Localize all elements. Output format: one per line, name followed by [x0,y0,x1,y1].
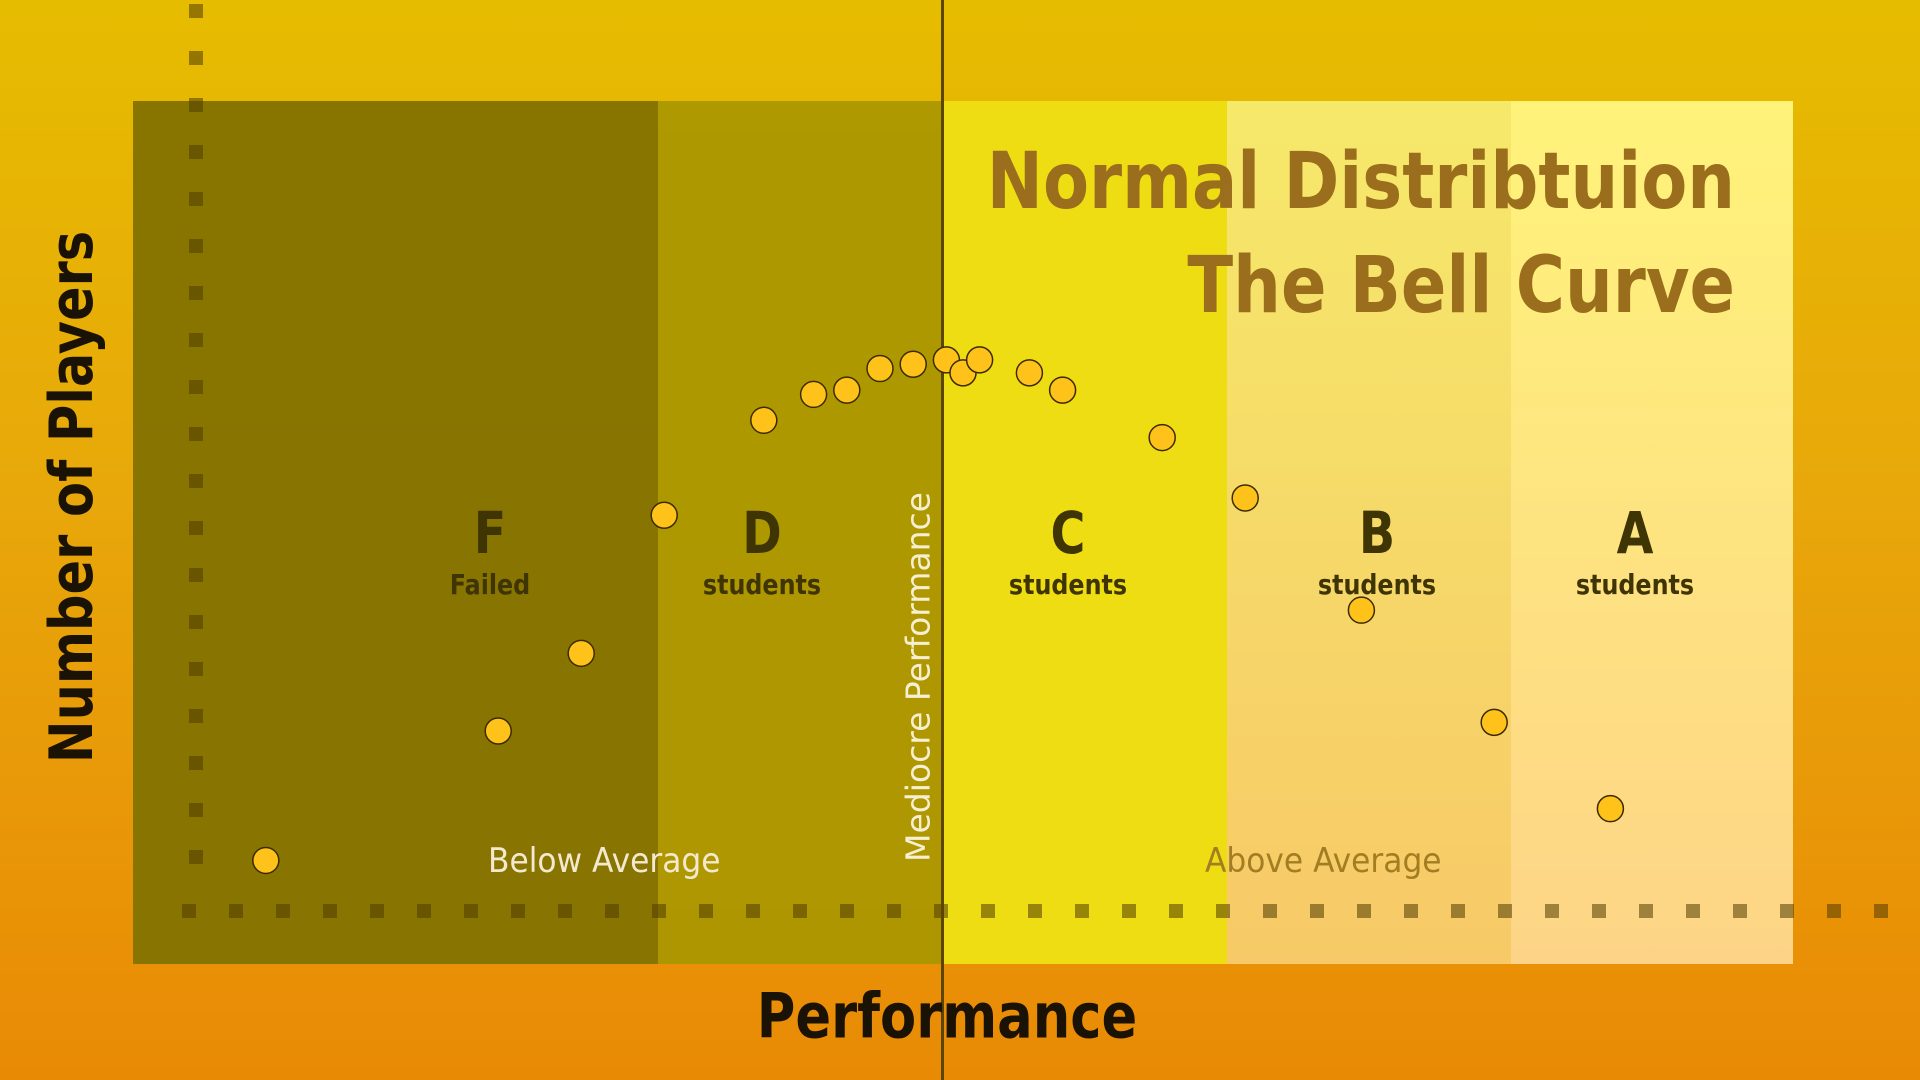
data-point-18 [1480,708,1508,737]
data-point-4 [650,501,678,529]
data-point-12 [965,346,994,374]
chart-title-line-1: Normal Distribtuion [986,137,1735,227]
data-point-14 [1048,376,1077,404]
data-point-9 [899,350,927,378]
below-average-shade [133,101,943,964]
data-point-13 [1015,359,1044,387]
grade-band-f [133,101,658,964]
data-point-5 [750,406,778,435]
data-point-17 [1347,596,1376,624]
grade-d-label: students [702,568,822,601]
grade-band-b [1227,101,1511,964]
data-point-7 [833,376,861,404]
grade-a-label: students [1575,568,1695,601]
x-axis-title: Performance [756,979,1138,1053]
data-point-2 [484,717,512,745]
grade-b-letter: B [1358,499,1396,567]
data-point-6 [799,380,828,409]
data-point-16 [1231,484,1259,512]
data-point-15 [1148,423,1176,452]
above-average-label: Above Average [1205,841,1442,881]
grade-b-label: students [1317,568,1437,601]
data-point-1 [252,846,280,875]
x-axis-dotted-line [182,904,1920,918]
grade-c-label: students [1008,568,1128,601]
grade-a-letter: A [1616,499,1654,567]
data-point-8 [866,354,894,383]
chart-title-line-2: The Bell Curve [1187,241,1735,331]
grade-c-letter: C [1050,499,1086,567]
grade-band-c [943,101,1227,964]
mean-line [941,0,944,1080]
grade-d-letter: D [742,499,782,567]
data-point-19 [1596,794,1625,823]
grade-f-letter: F [473,499,507,567]
chart-title: Normal Distribtuion The Bell Curve [987,130,1735,338]
grade-band-d [658,101,943,964]
below-average-label: Below Average [488,841,721,881]
data-point-3 [567,639,595,668]
grade-f-label: Failed [449,568,531,601]
grade-band-a [1511,101,1793,964]
y-axis-dotted-line [189,4,203,884]
